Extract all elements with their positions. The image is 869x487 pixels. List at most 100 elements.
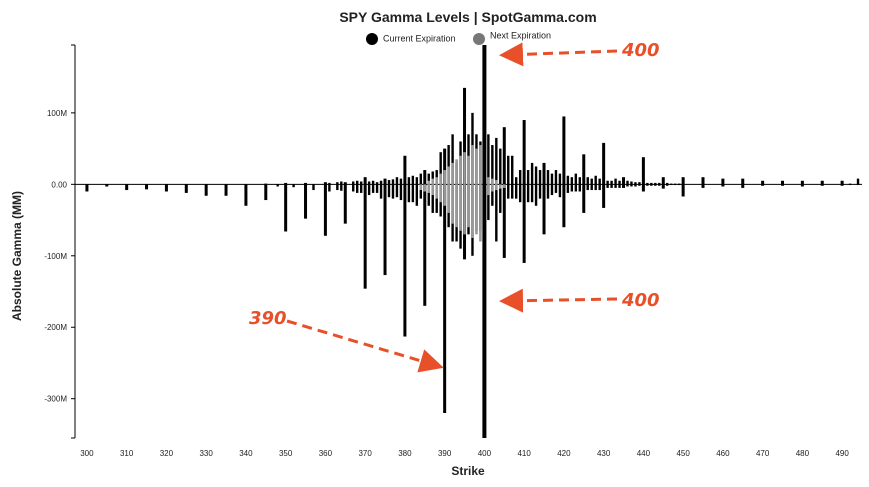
bar-current-positive	[379, 180, 383, 185]
bar-current-negative	[495, 184, 498, 242]
bar-next-negative	[498, 184, 502, 189]
bar-current-negative	[244, 184, 248, 206]
x-tick-label: 450	[676, 449, 690, 458]
bar-current-positive	[701, 177, 705, 185]
bar-current-negative	[507, 184, 510, 199]
bar-current-positive	[534, 166, 538, 185]
bar-current-positive	[451, 134, 454, 185]
bar-current-negative	[586, 184, 589, 191]
bar-next-positive	[459, 155, 462, 185]
bar-current-positive	[681, 177, 685, 185]
bar-next-negative	[447, 184, 450, 213]
bar-current-negative	[340, 184, 343, 191]
bar-next-negative	[423, 184, 427, 192]
bar-current-positive	[439, 152, 442, 185]
bar-current-positive	[391, 179, 395, 185]
bar-current-negative	[371, 184, 375, 193]
bar-current-negative	[359, 184, 363, 193]
bar-current-negative	[562, 184, 566, 228]
bar-current-positive	[415, 177, 419, 185]
legend-current-label: Current Expiration	[383, 33, 456, 43]
chart-title: SPY Gamma Levels | SpotGamma.com	[339, 9, 596, 25]
bar-current-positive	[594, 175, 597, 185]
bar-current-negative	[761, 184, 765, 186]
x-tick-label: 420	[557, 449, 571, 458]
y-tick-label: 100M	[47, 109, 67, 118]
bar-current-negative	[848, 184, 852, 186]
bar-next-positive	[431, 178, 435, 185]
bar-current-positive	[570, 177, 574, 185]
bar-current-positive	[566, 175, 570, 185]
legend-next-swatch	[473, 33, 485, 45]
bar-next-negative	[495, 184, 498, 191]
bar-current-positive	[352, 181, 355, 185]
bar-current-positive	[427, 173, 430, 185]
bar-current-positive	[367, 181, 371, 185]
bar-current-positive	[574, 173, 578, 185]
bar-current-negative	[626, 184, 629, 187]
legend-next-label: Next Expiration	[490, 30, 551, 40]
bar-current-positive	[495, 137, 498, 185]
x-tick-label: 490	[835, 449, 849, 458]
bar-current-negative	[363, 184, 367, 289]
bar-current-negative	[328, 184, 331, 192]
bar-current-positive	[582, 154, 586, 185]
bar-current-positive	[542, 162, 546, 185]
bar-current-negative	[538, 184, 542, 199]
bar-current-positive	[610, 180, 613, 185]
x-tick-label: 330	[199, 449, 213, 458]
bar-current-negative	[677, 184, 681, 186]
bar-current-positive	[550, 173, 554, 185]
bar-current-negative	[423, 184, 427, 306]
bar-current-positive	[264, 183, 268, 185]
bar-current-negative	[514, 184, 518, 199]
bar-current-positive	[323, 182, 327, 185]
bar-current-positive	[641, 157, 645, 185]
bar-current-positive	[578, 177, 581, 185]
bar-next-negative	[459, 184, 462, 231]
x-tick-label: 360	[319, 449, 333, 458]
bar-current-negative	[606, 184, 609, 188]
bar-current-negative	[574, 184, 578, 192]
bar-next-negative	[487, 184, 490, 196]
bar-current-positive	[638, 182, 641, 185]
bar-current-negative	[820, 184, 824, 186]
legend-current-swatch	[366, 33, 378, 45]
bar-current-positive	[399, 178, 403, 185]
bar-current-positive	[502, 127, 506, 185]
bar-current-positive	[387, 180, 391, 185]
bar-current-negative	[443, 184, 447, 413]
bar-current-positive	[598, 178, 601, 185]
bar-current-positive	[363, 177, 367, 185]
bar-current-negative	[614, 184, 617, 188]
bar-current-negative	[542, 184, 546, 235]
bar-current-negative	[367, 184, 371, 196]
bar-current-positive	[820, 180, 824, 185]
bar-current-positive	[304, 182, 308, 185]
bar-current-negative	[352, 184, 355, 192]
bar-current-positive	[371, 180, 375, 185]
bar-current-negative	[399, 184, 403, 201]
bar-next-negative	[427, 184, 431, 193]
bar-current-negative	[491, 184, 494, 206]
bar-current-negative	[800, 184, 804, 187]
bar-current-negative	[375, 184, 379, 193]
bar-current-negative	[634, 184, 637, 187]
bar-current-negative	[590, 184, 593, 191]
bar-current-positive	[443, 148, 447, 185]
bar-current-negative	[487, 184, 490, 221]
plot-area: 100M 0.00 -100M -200M -300M 300 310 320 330 340 35…	[44, 40, 862, 458]
bar-current-negative	[336, 184, 339, 191]
bar-current-positive	[840, 180, 844, 185]
y-tick-label: 0.00	[51, 180, 67, 189]
bar-current-negative	[284, 184, 288, 232]
bar-current-negative	[312, 184, 315, 191]
x-tick-label: 460	[716, 449, 730, 458]
bar-current-positive	[590, 178, 593, 185]
x-tick-label: 370	[358, 449, 372, 458]
bar-current-positive	[654, 182, 657, 185]
bar-current-negative	[184, 184, 188, 193]
bar-next-positive	[475, 148, 478, 185]
y-tick-label: -300M	[44, 395, 67, 404]
